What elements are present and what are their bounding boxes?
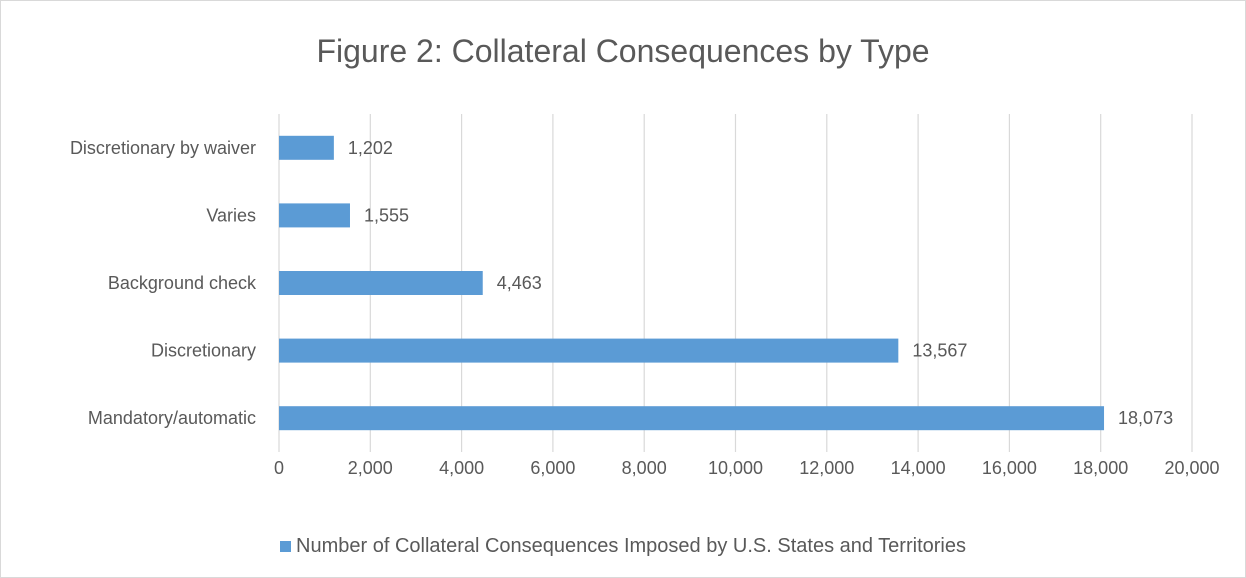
category-label: Mandatory/automatic bbox=[88, 408, 256, 428]
x-tick-label: 8,000 bbox=[622, 458, 667, 478]
x-tick-label: 12,000 bbox=[799, 458, 854, 478]
data-label: 18,073 bbox=[1118, 408, 1173, 428]
chart-title: Figure 2: Collateral Consequences by Typ… bbox=[316, 33, 930, 69]
bars bbox=[279, 135, 1105, 431]
x-tick-label: 18,000 bbox=[1073, 458, 1128, 478]
category-label: Varies bbox=[206, 205, 256, 225]
legend: Number of Collateral Consequences Impose… bbox=[1, 535, 1245, 558]
data-label: 1,202 bbox=[348, 138, 393, 158]
category-labels: Mandatory/automatic Discretionary Backgrou… bbox=[70, 138, 257, 428]
bar bbox=[279, 271, 483, 295]
x-tick-label: 0 bbox=[274, 458, 284, 478]
x-tick-label: 4,000 bbox=[439, 458, 484, 478]
legend-label: Number of Collateral Consequences Impose… bbox=[296, 535, 966, 557]
x-tick-label: 20,000 bbox=[1164, 458, 1219, 478]
data-labels: 18,073 13,567 4,463 1,555 1,202 bbox=[348, 138, 1173, 428]
bar bbox=[279, 338, 899, 363]
data-label: 13,567 bbox=[912, 341, 967, 361]
bar bbox=[279, 135, 334, 160]
data-label: 1,555 bbox=[364, 205, 409, 225]
data-label: 4,463 bbox=[497, 273, 542, 293]
category-label: Discretionary bbox=[151, 341, 256, 361]
x-tick-label: 10,000 bbox=[708, 458, 763, 478]
x-tick-labels: 0 2,000 4,000 6,000 8,000 10,000 12,000 14,000 1… bbox=[274, 458, 1220, 478]
x-tick-label: 16,000 bbox=[982, 458, 1037, 478]
x-tick-label: 6,000 bbox=[530, 458, 575, 478]
category-label: Discretionary by waiver bbox=[70, 138, 256, 158]
category-label: Background check bbox=[108, 273, 257, 293]
bar bbox=[279, 406, 1105, 431]
x-tick-label: 2,000 bbox=[348, 458, 393, 478]
legend-swatch bbox=[280, 541, 292, 552]
bar bbox=[279, 203, 350, 228]
x-tick-label: 14,000 bbox=[891, 458, 946, 478]
